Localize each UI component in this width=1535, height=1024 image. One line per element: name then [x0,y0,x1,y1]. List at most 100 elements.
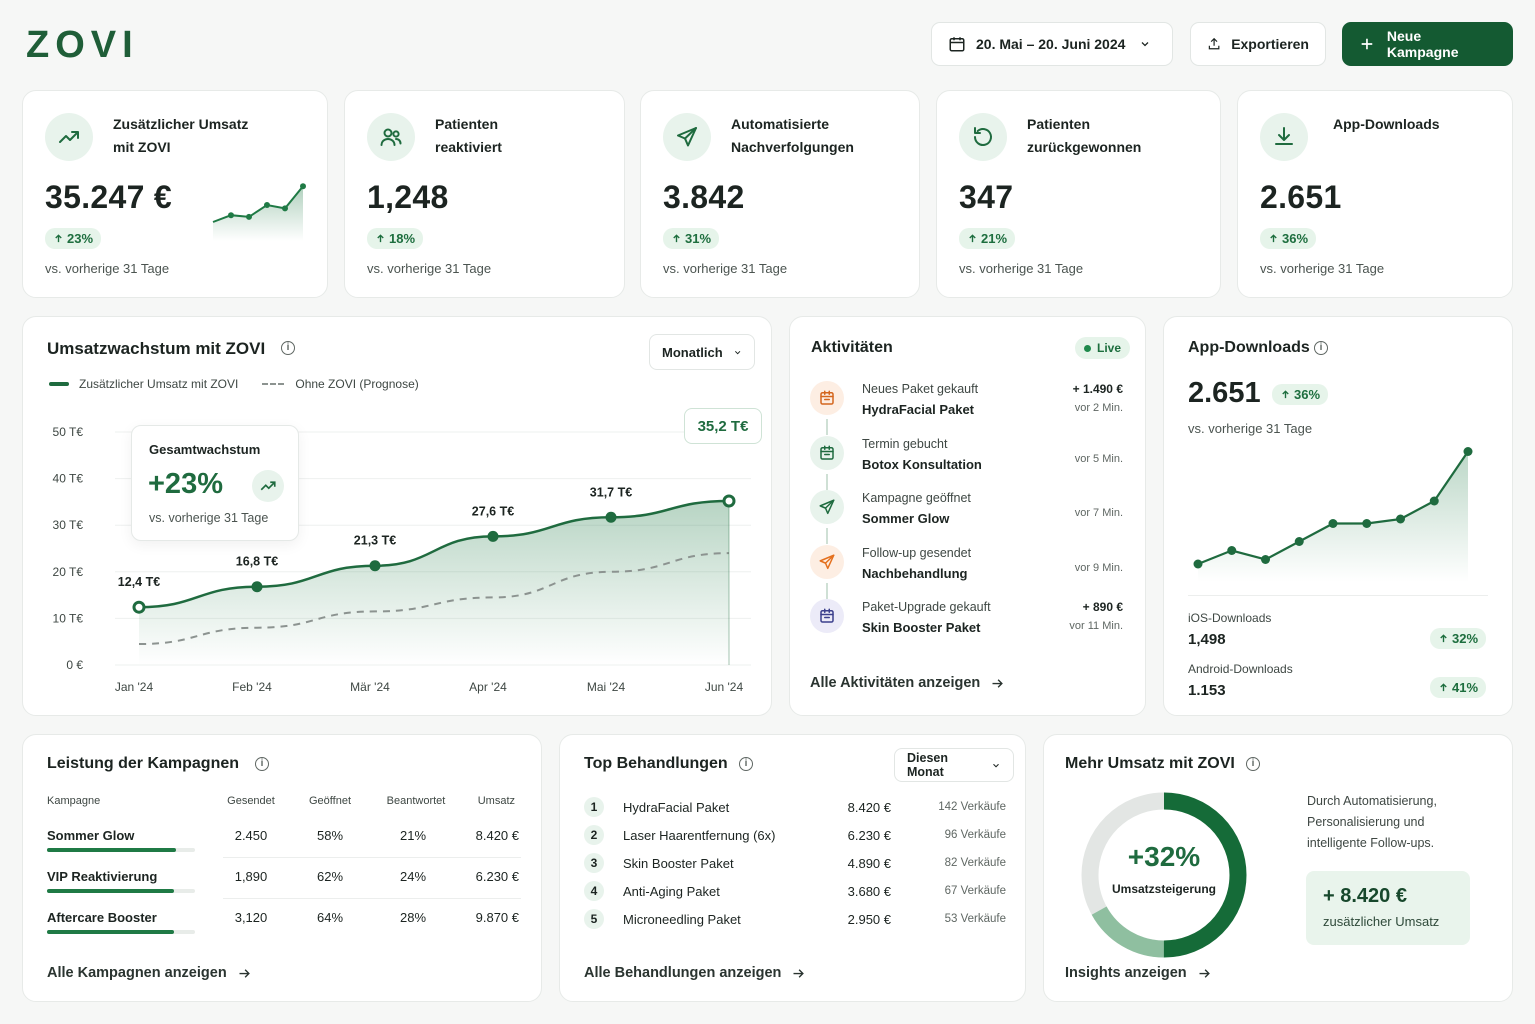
trend-point[interactable] [1396,514,1405,524]
kpi-card: App-Downloads 2.651 36% vs. vorherige 31 Ta… [1237,90,1513,298]
new-campaign-button[interactable]: Neue Kampagne [1342,22,1513,66]
export-button[interactable]: Exportieren [1190,22,1326,66]
data-label: 16,8 T€ [236,555,278,569]
legend: Zusätzlicher Umsatz mit ZOVI Ohne ZOVI (… [49,377,419,391]
date-range-picker[interactable]: 20. Mai – 20. Juni 2024 [931,22,1173,66]
forecast-line [138,552,730,646]
activity-time: vor 2 Min. [1074,402,1123,414]
treatment-name[interactable]: Microneedling Paket [623,912,741,927]
arrow-up-icon [1270,234,1277,243]
kpi-label-line2: Nachverfolgungen [731,139,854,155]
kpi-label-line1: App-Downloads [1333,116,1440,132]
rank-badge: 3 [584,853,604,873]
info-icon[interactable]: i [739,757,753,771]
area-fill [139,500,729,665]
trending-up-icon [45,113,93,161]
trend-point[interactable] [1193,559,1203,569]
kpi-label-line2: reaktiviert [435,139,502,155]
data-point[interactable] [722,494,736,508]
info-icon[interactable]: i [1246,757,1260,771]
brand-logo[interactable]: ZOVI [26,24,139,66]
trend-point[interactable] [1362,519,1372,528]
kpi-change-badge: 18% [367,228,424,249]
y-tick-label: 10 T€ [53,611,84,625]
campaign-answered: 21% [399,828,427,843]
campaign-opened: 58% [316,828,344,843]
live-dot [1084,344,1091,352]
change-value: 32% [1452,631,1479,646]
ios-change: 32% [1430,628,1487,649]
kpi-card: Automatisierte Nachverfolgungen 3.842 31% vs… [640,90,920,298]
all-campaigns-link[interactable]: Alle Kampagnen anzeigen [47,965,252,981]
arrow-up-icon [969,234,976,243]
callout-value: +23% [148,468,223,500]
month-select[interactable]: Diesen Monat [894,748,1014,782]
treatment-name[interactable]: Laser Haarentfernung (6x) [623,828,776,843]
campaign-opened: 62% [316,869,344,884]
ios-value: 1,498 [1188,631,1226,648]
info-icon[interactable]: i [281,341,295,355]
data-point[interactable] [369,560,381,572]
trending-up-icon [252,470,284,502]
x-tick-label: Mär '24 [350,680,390,694]
last-value-tag: 35,2 T€ [684,408,762,444]
send-icon [663,113,711,161]
chevron-down-icon [734,350,741,354]
trend-point[interactable] [1328,519,1338,528]
x-tick-label: Jun '24 [705,680,744,694]
data-point[interactable] [487,530,499,542]
sparkline-area [213,186,303,241]
change-value: 23% [67,231,94,246]
y-tick-label: 30 T€ [53,518,84,532]
activity-amount: + 890 € [1082,600,1123,614]
activity-action: Follow-up gesendet [862,545,972,560]
callout-sub: vs. vorherige 31 Tage [149,511,269,525]
activity-detail: Sommer Glow [862,511,950,526]
growth-card: Umsatzwachstum mit ZOVI i Monatlich Zusä… [22,316,772,716]
period-select[interactable]: Monatlich [649,334,755,370]
treatment-name[interactable]: Anti-Aging Paket [623,884,720,899]
data-point[interactable] [605,511,617,523]
ios-label: iOS-Downloads [1188,611,1272,625]
y-tick-label: 50 T€ [53,425,84,439]
sparkline-point [246,213,252,220]
treatment-name[interactable]: HydraFacial Paket [623,800,730,815]
arrow-right-icon [992,678,1004,688]
campaign-revenue: 8.420 € [475,828,519,843]
trend-area [1198,451,1468,582]
app-downloads-value: 2.651 [1188,377,1261,409]
donut-segment-light [1081,792,1247,958]
data-point[interactable] [251,581,263,593]
kpi-label: Automatisierte Nachverfolgungen [731,113,854,159]
campaign-revenue: 6.230 € [475,869,519,884]
all-activities-link[interactable]: Alle Aktivitäten anzeigen [810,675,1005,691]
trend-point[interactable] [1261,555,1270,564]
all-treatments-link[interactable]: Alle Behandlungen anzeigen [584,965,806,981]
treatment-name[interactable]: Skin Booster Paket [623,856,734,871]
insights-link[interactable]: Insights anzeigen [1065,965,1212,981]
refresh-icon [959,113,1007,161]
more-revenue-title: Mehr Umsatz mit ZOVI [1065,755,1235,772]
activities-title: Aktivitäten [811,339,893,356]
app-downloads-sub: vs. vorherige 31 Tage [1188,421,1313,436]
trend-point[interactable] [1429,496,1439,506]
info-icon[interactable]: i [1314,341,1328,355]
trend-point[interactable] [1294,537,1304,546]
treatment-revenue: 8.420 € [847,800,891,815]
rank-badge: 4 [584,881,604,901]
chevron-down-icon [1141,42,1149,47]
kpi-value: 347 [959,179,1014,215]
date-range-label: 20. Mai – 20. Juni 2024 [976,36,1126,52]
kpi-sub: vs. vorherige 31 Tage [959,261,1084,276]
period-select-label: Monatlich [662,344,723,360]
kpi-sparkline [212,183,306,241]
campaign-sent: 2.450 [234,828,268,843]
info-icon[interactable]: i [255,757,269,771]
legend-forecast-label: Ohne ZOVI (Prognose) [295,377,419,391]
x-tick-label: Jan '24 [115,680,154,694]
donut-label: Umsatzsteigerung [1111,882,1217,896]
trend-point[interactable] [1463,447,1473,456]
data-point[interactable] [132,600,146,614]
legend-swatch-main [49,382,69,386]
trend-point[interactable] [1227,546,1237,555]
